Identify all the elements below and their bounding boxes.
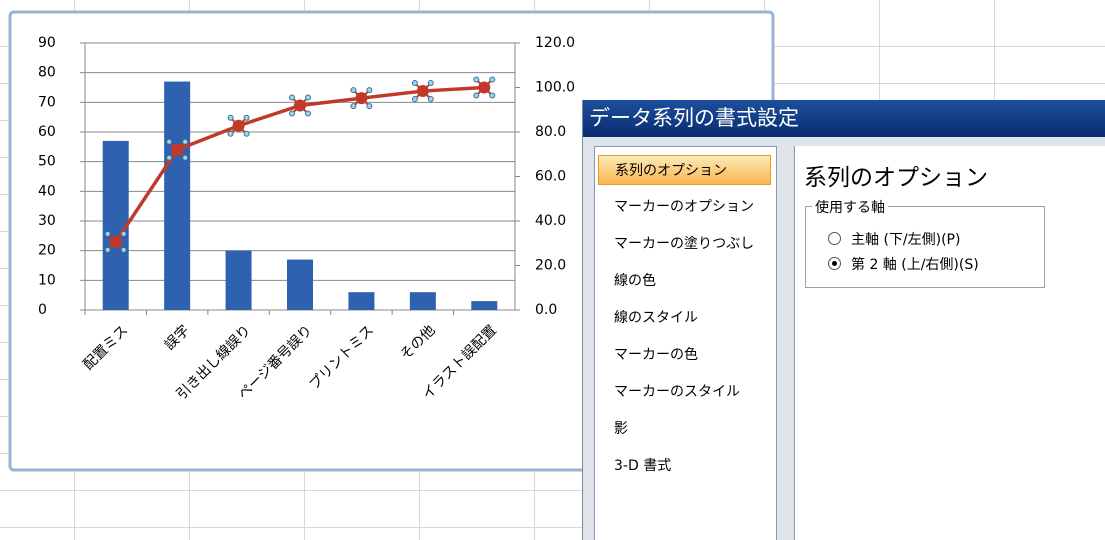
selection-handle bbox=[120, 246, 127, 253]
selection-handle bbox=[411, 80, 418, 87]
radio-button[interactable] bbox=[828, 257, 841, 270]
y-tick-label: 10 bbox=[38, 272, 56, 288]
selection-handle bbox=[166, 154, 173, 161]
selection-handle bbox=[166, 138, 173, 145]
marker-x bbox=[354, 91, 369, 105]
selection-handle bbox=[489, 92, 496, 99]
menu-item[interactable]: 線の色 bbox=[614, 273, 656, 289]
selection-handle bbox=[427, 80, 434, 87]
bar bbox=[287, 259, 313, 310]
selection-handle bbox=[182, 138, 189, 145]
axis-group: 使用する軸 主軸 (下/左側)(P) 第 2 軸 (上/右側)(S) bbox=[805, 197, 1045, 288]
selection-handle bbox=[227, 130, 234, 137]
selection-handle bbox=[182, 154, 189, 161]
y2-tick-label: 80.0 bbox=[535, 124, 566, 140]
selection-handle bbox=[411, 96, 418, 103]
options-pane: 系列のオプション 使用する軸 主軸 (下/左側)(P) 第 2 軸 (上/右側)(… bbox=[794, 146, 1105, 540]
selection-handle bbox=[489, 76, 496, 83]
y2-tick-label: 40.0 bbox=[535, 213, 566, 229]
selection-handle bbox=[289, 110, 295, 117]
y-tick-label: 30 bbox=[38, 213, 56, 229]
format-dialog: データ系列の書式設定 系列のオプションマーカーのオプション マーカーの塗りつぶし線… bbox=[582, 100, 1105, 540]
menu-item[interactable]: 線のスタイル bbox=[614, 310, 698, 326]
selection-handle bbox=[289, 94, 295, 101]
y-tick-label: 70 bbox=[38, 94, 56, 110]
menu-item[interactable]: マーカーの塗りつぶし bbox=[614, 236, 755, 252]
selection-handle bbox=[104, 246, 111, 253]
dialog-title: データ系列の書式設定 bbox=[583, 100, 1105, 137]
bar bbox=[409, 292, 436, 310]
marker-x bbox=[170, 143, 184, 157]
selection-handle bbox=[227, 114, 234, 121]
y-tick-label: 80 bbox=[38, 65, 56, 81]
pane-heading: 系列のオプション bbox=[804, 165, 988, 191]
selection-handle bbox=[427, 96, 434, 103]
y-tick-label: 20 bbox=[38, 243, 56, 259]
marker-x bbox=[477, 80, 491, 95]
marker bbox=[289, 94, 311, 117]
marker bbox=[227, 114, 250, 137]
selection-handle bbox=[350, 103, 357, 110]
menu-item[interactable]: マーカーのスタイル bbox=[614, 384, 740, 400]
bar bbox=[225, 250, 252, 310]
selection-handle bbox=[473, 76, 480, 83]
radio-option[interactable]: 主軸 (下/左側)(P) bbox=[828, 229, 960, 249]
y2-tick-label: 0.0 bbox=[535, 302, 557, 318]
menu-item[interactable]: 系列のオプション bbox=[598, 155, 771, 185]
marker-x bbox=[416, 84, 430, 98]
y-tick-label: 50 bbox=[38, 154, 56, 170]
bar bbox=[471, 301, 498, 310]
marker bbox=[473, 76, 496, 99]
group-label: 使用する軸 bbox=[812, 197, 888, 217]
menu-item[interactable]: マーカーのオプション bbox=[614, 199, 754, 215]
y-tick-label: 40 bbox=[38, 183, 56, 199]
selection-handle bbox=[243, 130, 250, 137]
selection-handle bbox=[366, 103, 373, 110]
selection-handle bbox=[305, 94, 311, 101]
selection-handle bbox=[473, 92, 480, 99]
marker bbox=[411, 80, 434, 103]
y-tick-label: 90 bbox=[38, 35, 56, 51]
selection-handle bbox=[350, 87, 357, 94]
marker bbox=[350, 87, 373, 110]
marker bbox=[104, 230, 127, 253]
radio-label: 第 2 軸 (上/右側)(S) bbox=[851, 257, 979, 273]
radio-label: 主軸 (下/左側)(P) bbox=[851, 232, 961, 248]
marker-x bbox=[231, 119, 246, 133]
y-tick-label: 60 bbox=[38, 124, 56, 140]
selection-handle bbox=[243, 114, 250, 121]
selection-handle bbox=[104, 230, 111, 237]
y-tick-label: 0 bbox=[38, 302, 47, 318]
marker bbox=[166, 138, 189, 161]
selection-handle bbox=[120, 230, 127, 237]
menu-item[interactable]: 影 bbox=[614, 421, 628, 437]
radio-option[interactable]: 第 2 軸 (上/右側)(S) bbox=[828, 254, 979, 274]
selection-handle bbox=[305, 110, 311, 117]
dialog-menu: 系列のオプション マーカーのオプション マーカーの塗りつぶし 線の色 線のスタイル マーカ… bbox=[594, 146, 777, 540]
marker-x bbox=[109, 235, 123, 249]
selection-handle bbox=[366, 87, 373, 94]
menu-item[interactable]: マーカーの色 bbox=[614, 347, 698, 363]
y2-tick-label: 20.0 bbox=[535, 258, 566, 274]
bar bbox=[102, 140, 129, 310]
marker-x bbox=[293, 98, 307, 113]
menu-item[interactable]: 3-D 書式 bbox=[614, 458, 672, 474]
bar bbox=[348, 292, 375, 310]
y2-tick-label: 120.0 bbox=[535, 35, 575, 51]
radio-button[interactable] bbox=[828, 232, 841, 245]
y2-tick-label: 60.0 bbox=[535, 169, 566, 185]
y2-tick-label: 100.0 bbox=[535, 80, 575, 96]
bar bbox=[164, 81, 191, 310]
